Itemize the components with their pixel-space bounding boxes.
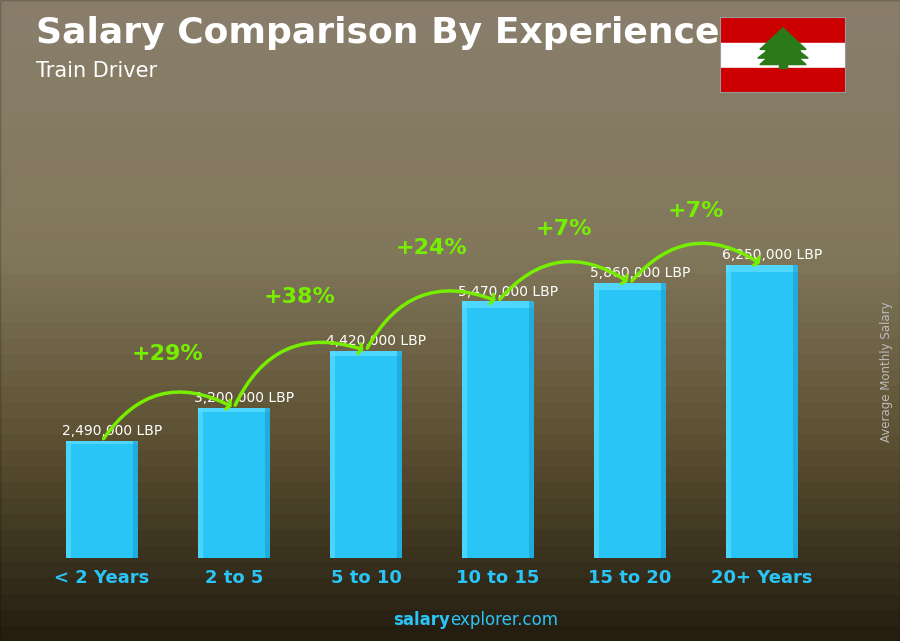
Bar (0, 208, 900, 224)
Bar (0, 577, 900, 593)
Bar (66, 441, 139, 444)
Text: 3,200,000 LBP: 3,200,000 LBP (194, 391, 294, 405)
Text: 2,490,000 LBP: 2,490,000 LBP (62, 424, 162, 438)
Bar (0, 288, 900, 304)
Text: +24%: +24% (396, 238, 468, 258)
Bar (462, 301, 535, 558)
Text: explorer.com: explorer.com (450, 612, 558, 629)
Bar (0, 385, 900, 401)
Bar (725, 265, 798, 558)
Polygon shape (760, 44, 806, 65)
Text: 4,420,000 LBP: 4,420,000 LBP (326, 334, 427, 347)
Text: 5,860,000 LBP: 5,860,000 LBP (590, 266, 690, 280)
Bar (0, 96, 900, 112)
Bar (720, 17, 846, 42)
Bar (198, 408, 202, 558)
Bar (397, 351, 402, 558)
Bar (662, 283, 666, 558)
Bar (0, 609, 900, 625)
Text: 5,470,000 LBP: 5,470,000 LBP (458, 285, 558, 299)
Bar (0, 304, 900, 320)
Bar (266, 408, 270, 558)
Polygon shape (760, 28, 806, 49)
Bar (720, 42, 846, 68)
Bar (0, 112, 900, 128)
Bar (0, 593, 900, 609)
Bar (0, 513, 900, 529)
Bar (0, 337, 900, 353)
Bar (329, 351, 402, 558)
Bar (529, 301, 535, 558)
Text: Salary Comparison By Experience: Salary Comparison By Experience (36, 16, 719, 50)
Bar (594, 283, 666, 290)
Text: +38%: +38% (264, 287, 336, 307)
Bar (329, 351, 335, 558)
Bar (0, 224, 900, 240)
Bar (0, 48, 900, 64)
Bar (66, 441, 71, 558)
Text: +7%: +7% (668, 201, 724, 221)
Text: +7%: +7% (536, 219, 592, 239)
Bar (0, 80, 900, 96)
Bar (0, 401, 900, 417)
Bar (329, 351, 402, 356)
Bar (66, 441, 139, 558)
Bar (778, 61, 788, 69)
Bar (725, 265, 731, 558)
Bar (198, 408, 270, 412)
Bar (0, 433, 900, 449)
Bar (0, 417, 900, 433)
Text: +29%: +29% (132, 344, 204, 364)
Bar (0, 192, 900, 208)
Bar (0, 128, 900, 144)
Bar (594, 283, 666, 558)
Bar (0, 481, 900, 497)
Bar (0, 369, 900, 385)
Bar (725, 265, 798, 272)
Bar (0, 64, 900, 80)
Bar (594, 283, 598, 558)
Bar (0, 353, 900, 369)
Bar (0, 497, 900, 513)
Bar (0, 16, 900, 32)
Polygon shape (758, 38, 808, 58)
Polygon shape (765, 35, 801, 51)
Bar (0, 32, 900, 48)
Bar (0, 529, 900, 545)
Text: salary: salary (393, 612, 450, 629)
Bar (198, 408, 270, 558)
Bar (0, 256, 900, 272)
Bar (462, 301, 467, 558)
Bar (0, 449, 900, 465)
Bar (720, 68, 846, 93)
Bar (133, 441, 139, 558)
Bar (0, 272, 900, 288)
Bar (0, 0, 900, 16)
Bar (462, 301, 535, 308)
Text: Train Driver: Train Driver (36, 61, 158, 81)
Bar (0, 240, 900, 256)
Text: Average Monthly Salary: Average Monthly Salary (880, 301, 893, 442)
Bar (0, 545, 900, 561)
Bar (0, 176, 900, 192)
Bar (0, 160, 900, 176)
Bar (0, 465, 900, 481)
Bar (0, 625, 900, 641)
Bar (0, 320, 900, 337)
Text: 6,250,000 LBP: 6,250,000 LBP (722, 248, 823, 262)
Bar (793, 265, 798, 558)
Bar (0, 144, 900, 160)
Bar (0, 561, 900, 577)
